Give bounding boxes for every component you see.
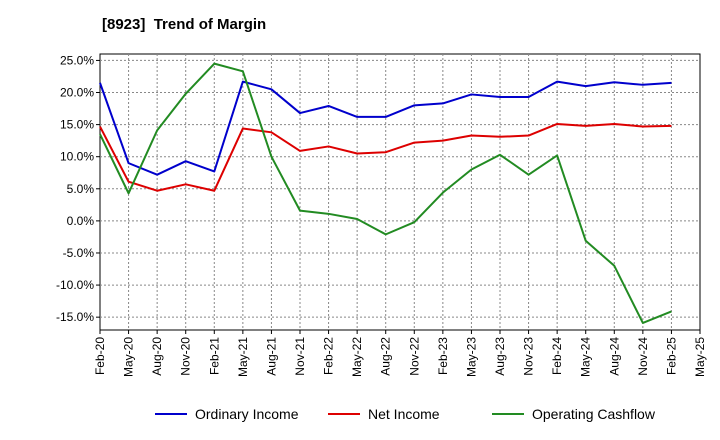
x-tick-label: Feb-24 [550,337,564,375]
series-line-net-income [99,122,672,192]
x-tick-label: Feb-22 [322,337,336,375]
y-tick-label: 25.0% [60,53,94,67]
x-tick-label: May-23 [464,337,478,377]
x-tick-label: Feb-23 [436,337,450,375]
x-tick-label: Aug-24 [607,337,621,376]
x-tick-label: May-22 [350,337,364,377]
x-tick-label: Nov-24 [636,337,650,376]
x-tick-label: Feb-21 [207,337,221,375]
legend-label: Net Income [368,406,440,422]
y-tick-label: 20.0% [60,86,94,100]
x-tick-label: Nov-20 [179,337,193,376]
x-tick-label: Feb-20 [93,337,107,375]
series-line-operating-cashflow [99,62,672,324]
x-tick-label: Aug-23 [493,337,507,376]
y-tick-label: -15.0% [56,310,94,324]
chart-title: [8923] Trend of Margin [102,16,267,33]
y-tick-label: 10.0% [60,150,94,164]
y-tick-label: -5.0% [63,246,95,260]
y-tick-label: -10.0% [56,278,94,292]
grid-lines [100,54,700,330]
y-tick-label: 15.0% [60,118,94,132]
x-tick-label: May-20 [122,337,136,377]
x-axis: Feb-20 May-20 Aug-20 Nov-20 Feb-21 May-21 Aug-… [93,330,707,377]
y-axis: 25.0% 20.0% 15.0% 10.0% 5.0% 0.0% -5.0% -10.0% -… [56,53,100,324]
x-tick-label: Feb-25 [664,337,678,375]
series-lines [99,62,672,324]
x-tick-label: Nov-23 [522,337,536,376]
x-tick-label: May-25 [693,337,707,377]
x-tick-label: May-24 [579,337,593,377]
legend-label: Ordinary Income [195,406,299,422]
legend: Ordinary Income Net Income Operating Cashf… [155,406,656,422]
x-tick-label: Aug-21 [264,337,278,376]
x-tick-label: Aug-22 [379,337,393,376]
series-line-ordinary-income [99,80,672,176]
legend-label: Operating Cashflow [532,406,656,422]
y-tick-label: 0.0% [67,214,95,228]
x-tick-label: May-21 [236,337,250,377]
x-tick-label: Aug-20 [150,337,164,376]
plot-area [99,53,701,331]
x-tick-label: Nov-22 [407,337,421,376]
y-tick-label: 5.0% [67,182,95,196]
x-tick-label: Nov-21 [293,337,307,376]
